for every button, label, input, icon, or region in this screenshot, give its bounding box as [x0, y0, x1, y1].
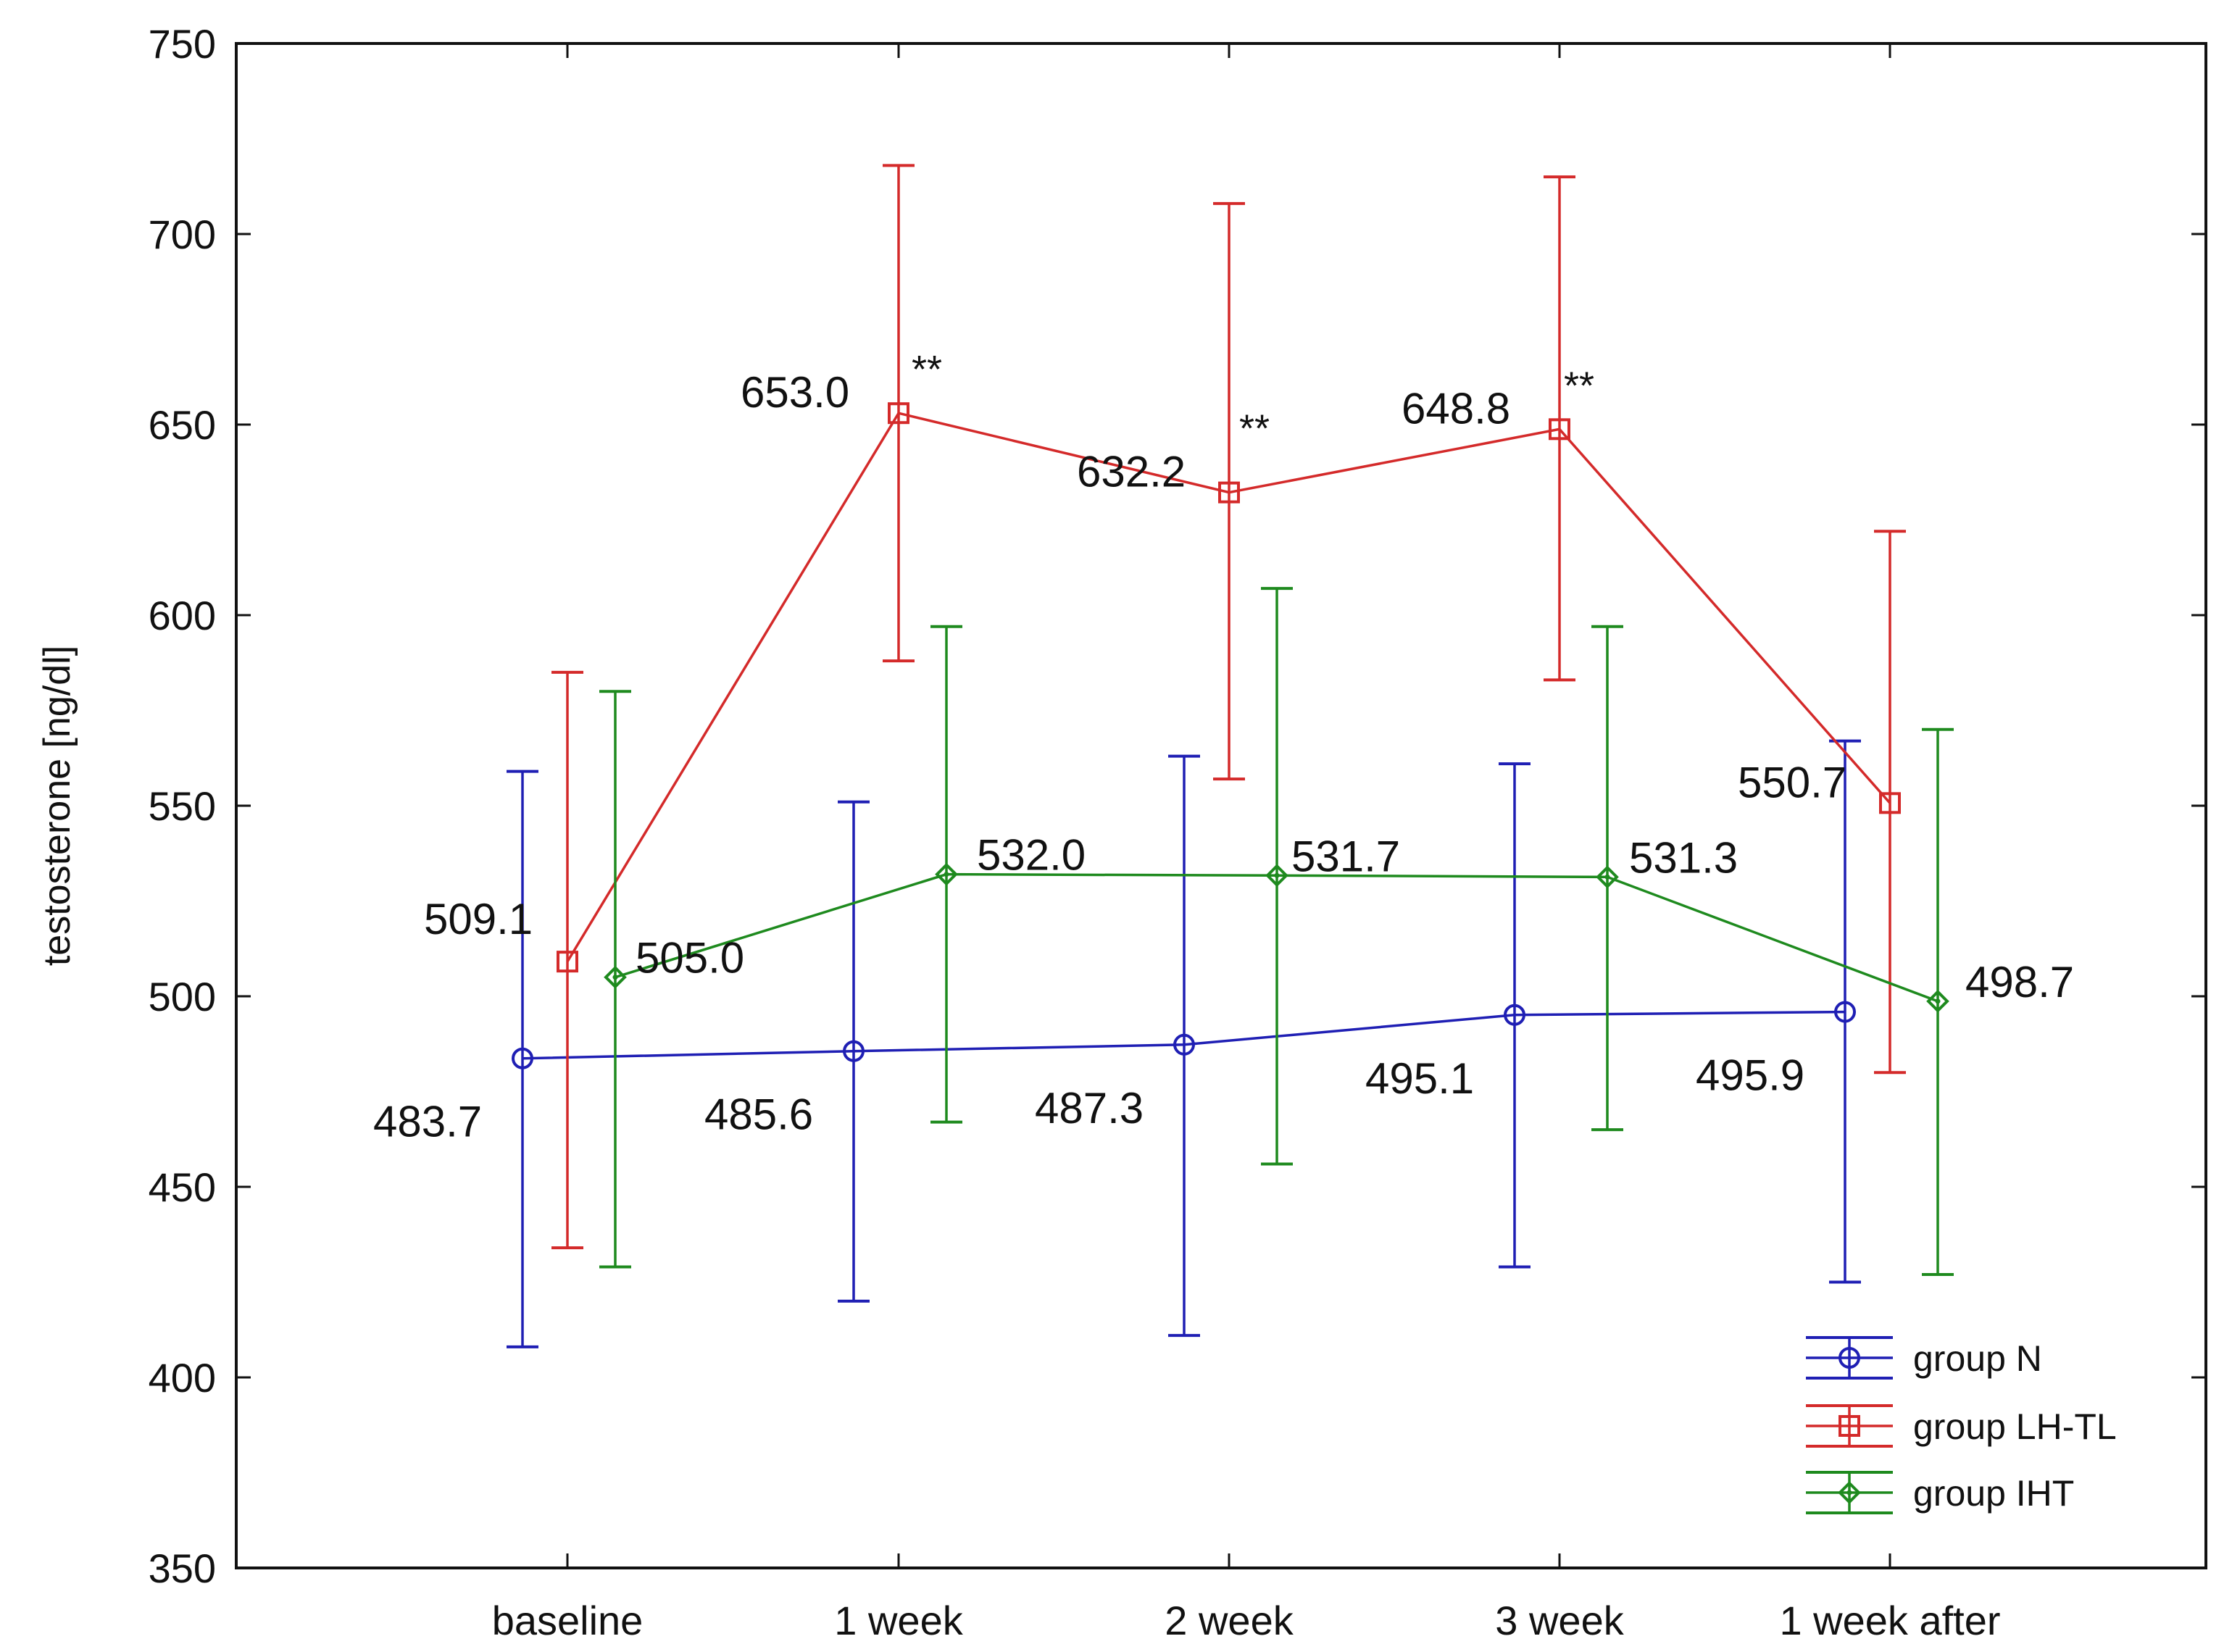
y-axis-title: testosterone [ng/dl] [36, 646, 78, 966]
series-group-lh-tl [551, 164, 1906, 1250]
x-tick-label: baseline [492, 1598, 644, 1643]
data-point [1504, 1004, 1525, 1026]
data-point [604, 965, 627, 989]
data-label: 632.2 [1077, 448, 1186, 496]
data-point-shape [1265, 864, 1288, 888]
x-axis: baseline 1 week 2 week 3 week 1 week after [492, 43, 2001, 1643]
data-label: 531.3 [1629, 833, 1738, 882]
data-point-shape [604, 965, 627, 989]
data-point [1218, 481, 1240, 504]
y-tick-label: 400 [149, 1355, 216, 1401]
data-point-dot [612, 975, 618, 980]
data-label: 653.0 [741, 368, 849, 417]
data-point [1834, 1001, 1856, 1023]
significance-marker: ** [1239, 407, 1270, 451]
legend-item: group LH-TL [1806, 1404, 2117, 1448]
data-point-shape [1926, 990, 1949, 1013]
data-point-shape [1596, 865, 1619, 889]
data-point-dot [1935, 998, 1941, 1004]
value-labels-layer: 483.7 485.6 487.3 495.1 495.9 509.1 653.0 ** 632… [373, 348, 2074, 1146]
data-label: 532.0 [977, 831, 1086, 880]
data-label: 648.8 [1402, 384, 1510, 433]
data-label: 495.9 [1696, 1051, 1804, 1100]
data-label: 505.0 [636, 934, 744, 983]
x-tick-label: 1 week [834, 1598, 963, 1643]
series-group-iht [599, 587, 1954, 1276]
data-point-shape [935, 862, 958, 886]
data-label: 485.6 [704, 1090, 813, 1139]
data-label: 498.7 [1965, 958, 2074, 1006]
significance-marker: ** [912, 348, 942, 391]
y-tick-label: 700 [149, 212, 216, 257]
data-point [1173, 1033, 1195, 1056]
y-tick-label: 500 [149, 974, 216, 1019]
data-point [557, 951, 578, 973]
legend-marker-shape [1838, 1481, 1861, 1504]
data-point-dot [1604, 874, 1610, 880]
y-tick-label: 650 [149, 402, 216, 448]
data-label: 483.7 [373, 1098, 482, 1146]
data-point [1926, 990, 1949, 1013]
data-label: 509.1 [424, 895, 533, 943]
data-label: 487.3 [1035, 1084, 1144, 1132]
legend-label: group LH-TL [1913, 1406, 2117, 1447]
data-point [1265, 864, 1288, 888]
data-label: 550.7 [1738, 758, 1846, 806]
x-tick-label: 1 week after [1779, 1598, 2000, 1643]
data-point [888, 402, 909, 425]
legend-item: group IHT [1806, 1471, 2074, 1514]
data-point-dot [1274, 872, 1280, 878]
x-tick-label: 2 week [1165, 1598, 1294, 1643]
y-tick-label: 750 [149, 21, 216, 67]
y-tick-label: 600 [149, 593, 216, 638]
series-layer [507, 164, 1954, 1348]
y-tick-label: 350 [149, 1545, 216, 1591]
series-group-n [507, 739, 1861, 1348]
data-point [1549, 418, 1570, 441]
legend: group N group LH-TL group IHT [1806, 1336, 2117, 1514]
legend-marker [1839, 1347, 1860, 1369]
data-point [1879, 792, 1901, 814]
y-tick-label: 450 [149, 1164, 216, 1210]
x-tick-label: 3 week [1495, 1598, 1624, 1643]
legend-marker [1838, 1481, 1861, 1504]
data-point [512, 1047, 533, 1069]
data-point [1596, 865, 1619, 889]
legend-marker [1839, 1415, 1860, 1437]
data-point-dot [944, 872, 949, 877]
y-tick-label: 550 [149, 783, 216, 829]
legend-label: group N [1913, 1338, 2042, 1379]
plot-frame [235, 42, 2207, 1569]
legend-label: group IHT [1913, 1473, 2074, 1514]
data-point [935, 862, 958, 886]
data-label: 495.1 [1365, 1054, 1474, 1103]
legend-item: group N [1806, 1336, 2042, 1380]
y-axis: 350 400 450 500 550 600 650 700 750 [149, 21, 2206, 1591]
significance-marker: ** [1564, 364, 1594, 407]
legend-marker-dot [1846, 1490, 1852, 1495]
data-point [843, 1040, 865, 1062]
data-label: 531.7 [1291, 832, 1400, 880]
